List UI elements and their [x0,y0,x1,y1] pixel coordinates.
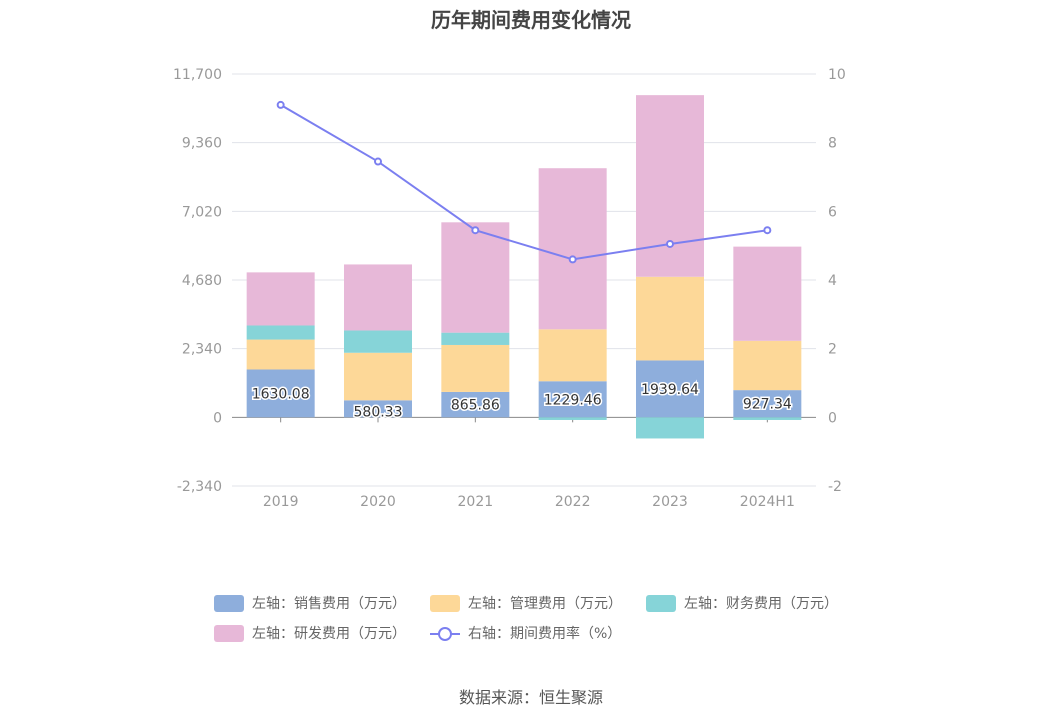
legend-line-dot [438,626,452,641]
rate-point [276,100,285,109]
legend-swatch-rnd [214,624,244,642]
y-right-tick-label: 0 [828,410,837,426]
legend-swatch-finance [646,594,676,612]
y-left-tick-label: 0 [213,410,222,426]
bar-rnd [733,246,802,341]
bar-finance [733,417,802,420]
sales-data-label: 927.34 [743,397,792,413]
sales-data-label: 580.33 [354,404,403,420]
bar-sales [246,369,315,418]
x-tick-label: 2019 [263,494,299,510]
rate-line [280,104,768,261]
legend-label: 右轴：期间费用率（%） [468,626,622,642]
bar-admin [636,276,704,361]
bar-finance [441,332,510,345]
data-source: 数据来源：恒生聚源 [458,688,603,707]
y-right-tick-label: 6 [828,204,837,220]
bar-rnd [636,95,704,277]
bar-rnd [344,264,412,331]
rate-point [471,226,480,235]
y-right-tick-label: 10 [828,67,846,83]
legend-swatch-admin [430,594,460,612]
x-tick-label: 2024H1 [740,494,795,510]
legend-label: 左轴：销售费用（万元） [252,596,406,612]
legend-item-rate[interactable]: 右轴：期间费用率（%） [430,623,621,643]
bar-admin [246,339,315,370]
sales-data-label: 865.86 [451,398,500,414]
bar-finance [636,417,704,439]
bar-sales [344,400,412,418]
y-left-tick-label: 2,340 [182,342,222,358]
bar-admin [344,352,412,401]
rate-point [374,157,382,166]
y-right-tick-label: 8 [828,136,837,152]
page-title: 历年期间费用变化情况 [431,8,631,32]
bar-finance [344,330,412,353]
bar-admin [441,344,510,392]
sales-data-label: 1229.46 [544,392,602,408]
y-left-tick-label: -2,340 [177,479,222,495]
bar-admin [733,340,802,391]
y-right-tick-label: 2 [828,342,837,358]
legend-item-sales[interactable]: 左轴：销售费用（万元） [214,593,406,613]
bar-sales [733,390,802,418]
sales-data-label: 1630.08 [252,386,310,402]
legend-item-finance[interactable]: 左轴：财务费用（万元） [646,593,838,613]
x-tick-label: 2023 [652,494,688,510]
legend-line-marker-icon [430,625,460,642]
x-tick-label: 2021 [458,494,494,510]
legend-label: 左轴：管理费用（万元） [468,596,622,612]
y-right-tick-label: 4 [828,273,837,289]
bar-admin [538,329,607,382]
sales-data-label: 1939.64 [641,382,699,398]
legend-item-rnd[interactable]: 左轴：研发费用（万元） [214,623,406,643]
bar-sales [636,360,704,418]
y-left-tick-label: 9,360 [182,136,222,152]
bar-finance [246,325,315,340]
bar-rnd [538,168,607,330]
y-right-tick-label: -2 [828,479,842,495]
rate-point [568,255,577,264]
bar-sales [538,381,607,418]
rate-point [763,226,772,235]
x-tick-label: 2020 [360,494,396,510]
legend-item-admin[interactable]: 左轴：管理费用（万元） [430,593,622,613]
bar-finance [538,417,607,420]
y-left-tick-label: 7,020 [182,204,222,220]
bar-sales [441,391,510,418]
rate-point [666,239,674,248]
legend-label: 左轴：财务费用（万元） [684,596,838,612]
bar-rnd [441,222,510,333]
x-tick-label: 2022 [555,494,591,510]
legend-swatch-sales [214,594,244,612]
y-left-tick-label: 11,700 [173,67,222,83]
bar-rnd [246,272,315,326]
legend-label: 左轴：研发费用（万元） [252,626,406,642]
y-left-tick-label: 4,680 [182,273,222,289]
chart-svg: 11,7009,3607,0204,6802,3400-2,3401086420… [173,67,846,510]
